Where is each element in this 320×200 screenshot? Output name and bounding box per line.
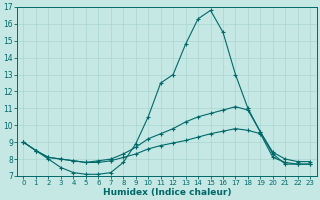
X-axis label: Humidex (Indice chaleur): Humidex (Indice chaleur) [103, 188, 231, 197]
